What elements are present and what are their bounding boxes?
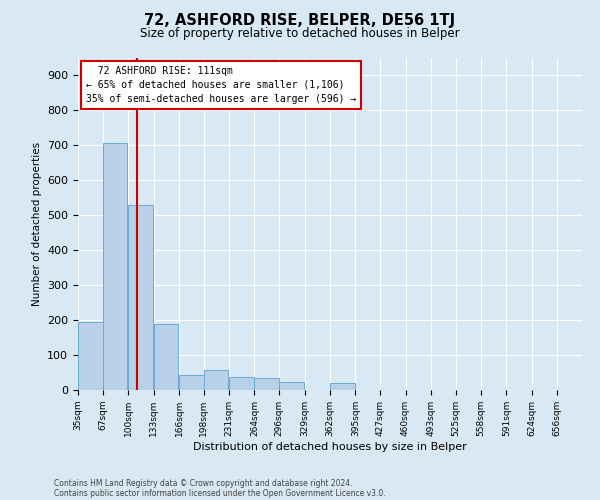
Bar: [254, 378, 279, 390]
Bar: [203, 370, 228, 390]
Bar: [103, 143, 127, 390]
Bar: [154, 324, 178, 390]
Bar: [279, 382, 304, 390]
Bar: [229, 376, 254, 390]
Text: 72, ASHFORD RISE, BELPER, DE56 1TJ: 72, ASHFORD RISE, BELPER, DE56 1TJ: [145, 12, 455, 28]
Text: Size of property relative to detached houses in Belper: Size of property relative to detached ho…: [140, 28, 460, 40]
Bar: [179, 374, 203, 390]
Y-axis label: Number of detached properties: Number of detached properties: [32, 142, 41, 306]
Text: Contains HM Land Registry data © Crown copyright and database right 2024.: Contains HM Land Registry data © Crown c…: [54, 478, 353, 488]
Text: Contains public sector information licensed under the Open Government Licence v3: Contains public sector information licen…: [54, 488, 386, 498]
Bar: [78, 322, 103, 390]
Bar: [128, 205, 153, 390]
Text: 72 ASHFORD RISE: 111sqm
← 65% of detached houses are smaller (1,106)
35% of semi: 72 ASHFORD RISE: 111sqm ← 65% of detache…: [86, 66, 356, 104]
Bar: [330, 383, 355, 390]
X-axis label: Distribution of detached houses by size in Belper: Distribution of detached houses by size …: [193, 442, 467, 452]
